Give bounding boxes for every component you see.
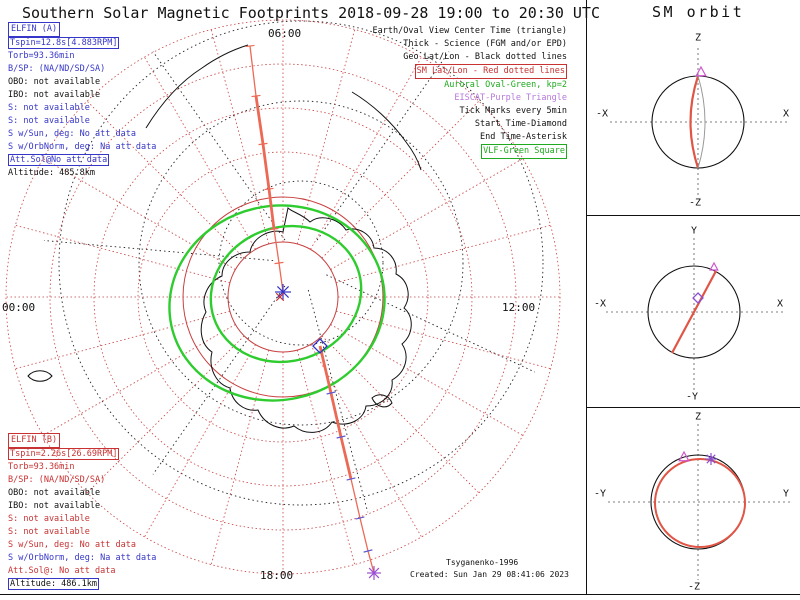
- info-line: Torb=93.36min: [8, 51, 75, 61]
- clock-label-0600: 06:00: [268, 27, 302, 40]
- legend: Earth/Oval View Center Time (triangle) Th…: [373, 25, 567, 159]
- info-line: Altitude: 486.1km: [8, 578, 99, 590]
- elfin-a-track: [245, 44, 291, 300]
- info-line: Tspin=12.8s[4.883RPM]: [8, 37, 120, 49]
- info-line: B/SP: (NA/ND/SD/SA): [8, 64, 106, 74]
- orbit2-axis-left: -X: [593, 298, 607, 310]
- orbit1-axis-left: -X: [595, 108, 609, 120]
- geo-grid: [43, 20, 544, 513]
- elfin-a-lines: Tspin=12.8s[4.883RPM] Torb=93.36min B/SP: …: [8, 37, 156, 180]
- orbit2-axis-right: X: [776, 298, 784, 310]
- legend-line: Start Time-Diamond: [474, 119, 567, 129]
- info-line: B/SP: (NA/ND/SD/SA): [8, 475, 106, 485]
- legend-line: Earth/Oval View Center Time (triangle): [372, 26, 567, 36]
- orbit-panel-3: [608, 424, 790, 580]
- info-line: S: not available: [8, 116, 90, 126]
- info-line: Torb=93.36min: [8, 462, 75, 472]
- elfin-b-track: [312, 338, 381, 580]
- orbit2-axis-bottom: -Y: [685, 391, 699, 403]
- clock-label-0000: 00:00: [2, 301, 36, 314]
- orbit2-axis-top: Y: [690, 225, 698, 237]
- legend-line: SM Lat/Lon - Red dotted lines: [373, 64, 567, 79]
- orbit3-axis-top: Z: [694, 411, 702, 423]
- legend-line: End Time-Asterisk: [480, 132, 567, 142]
- legend-line: Thick - Science (FGM and/or EPD): [403, 39, 567, 49]
- elfin-a-info-block: ELFIN (A) Tspin=12.8s[4.883RPM] Torb=93.3…: [8, 22, 156, 180]
- info-line: S w/Sun, deg: No att data: [8, 540, 136, 550]
- coastlines: [27, 44, 422, 433]
- info-line: Tspin=2.26s[26.69RPM]: [8, 448, 120, 460]
- orbit3-axis-left: -Y: [593, 488, 607, 500]
- orbit1-axis-top: Z: [694, 32, 702, 44]
- orbit3-axis-right: Y: [782, 488, 790, 500]
- legend-line: EISCAT-Purple Triangle: [454, 93, 567, 103]
- model-label: Tsyganenko-1996: [446, 558, 519, 567]
- created-label: Created: Sun Jan 29 08:41:06 2023: [410, 570, 569, 579]
- info-line: OBO: not available: [8, 77, 101, 87]
- legend-line: VLF-Green Square: [373, 144, 567, 159]
- auroral-oval: [168, 204, 386, 402]
- info-line: S w/OrbNorm, deg: Na att data: [8, 142, 157, 152]
- legend-line: Geo Lat/Lon - Black dotted lines: [403, 52, 567, 62]
- orbit-panel-2: [606, 238, 786, 390]
- polar-map: [5, 19, 561, 580]
- info-line: Att.Sol@No att data: [8, 154, 110, 166]
- elfin-b-label: ELFIN (B): [8, 433, 61, 448]
- legend-line: Auroral Oval-Green, kp=2: [444, 80, 567, 90]
- clock-label-1200: 12:00: [502, 301, 536, 314]
- orbit-panel-1: [610, 48, 788, 196]
- orbit3-axis-bottom: -Z: [687, 581, 701, 593]
- elfin-b-lines: Tspin=2.26s[26.69RPM] Torb=93.36min B/SP: …: [8, 448, 156, 591]
- info-line: Altitude: 485.8km: [8, 168, 95, 178]
- clock-label-1800: 18:00: [260, 569, 294, 582]
- elfin-a-label: ELFIN (A): [8, 22, 61, 37]
- sm-orbit-title: SM orbit: [652, 3, 745, 21]
- orbit1-axis-right: X: [782, 108, 790, 120]
- info-line: S w/OrbNorm, deg: Na att data: [8, 553, 157, 563]
- info-line: S: not available: [8, 514, 90, 524]
- info-line: S: not available: [8, 103, 90, 113]
- legend-line: Tick Marks every 5min: [459, 106, 567, 116]
- info-line: IBO: not available: [8, 501, 101, 511]
- main-title: Southern Solar Magnetic Footprints 2018-…: [22, 4, 600, 22]
- info-line: OBO: not available: [8, 488, 101, 498]
- elfin-b-info-block: ELFIN (B) Tspin=2.26s[26.69RPM] Torb=93.3…: [8, 433, 156, 591]
- info-line: Att.Sol@: No att data: [8, 566, 116, 576]
- info-line: IBO: not available: [8, 90, 101, 100]
- info-line: S w/Sun, deg: No att data: [8, 129, 136, 139]
- orbit1-axis-bottom: -Z: [688, 197, 702, 209]
- info-line: S: not available: [8, 527, 90, 537]
